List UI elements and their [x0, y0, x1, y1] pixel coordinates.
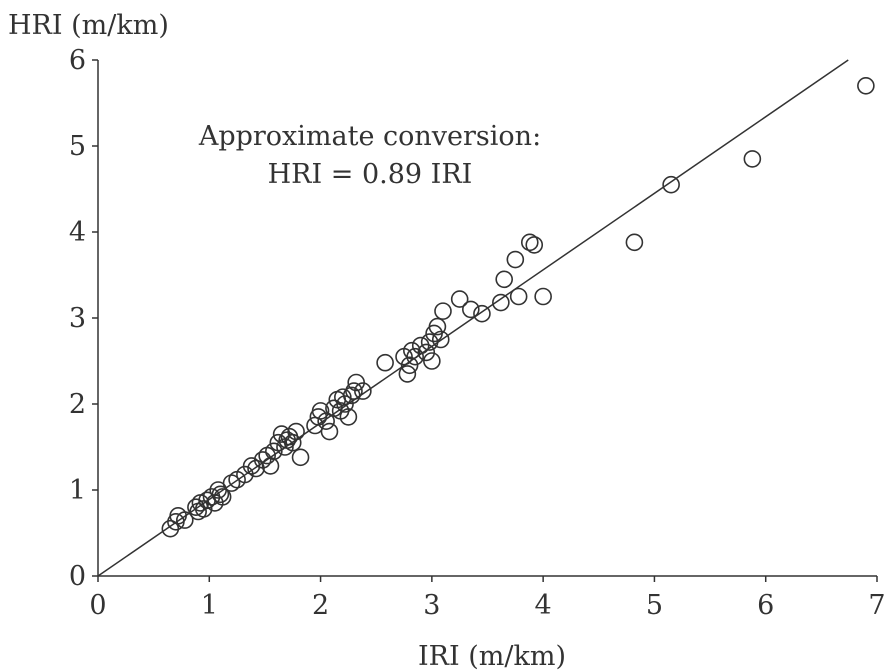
x-tick-label: 2	[312, 590, 329, 621]
x-axis-label: IRI (m/km)	[418, 641, 566, 671]
data-point	[272, 425, 291, 443]
fit-line	[97, 59, 849, 577]
data-point	[342, 386, 361, 405]
x-tick-label: 1	[201, 590, 218, 621]
data-point	[291, 448, 310, 467]
data-point	[428, 317, 447, 336]
data-point	[311, 402, 330, 420]
data-point	[423, 352, 441, 370]
data-point	[406, 347, 424, 366]
data-point	[283, 433, 302, 452]
data-point	[242, 457, 261, 475]
data-point	[213, 488, 232, 506]
data-point	[417, 343, 436, 362]
data-point	[473, 304, 491, 323]
data-point	[495, 270, 513, 289]
data-point	[743, 150, 762, 168]
annotation-line-1: Approximate conversion:	[198, 121, 541, 152]
data-points	[161, 77, 875, 538]
data-point	[450, 290, 469, 308]
y-axis-label: HRI (m/km)	[8, 10, 169, 41]
data-point	[625, 233, 644, 252]
y-tick-label: 3	[69, 303, 86, 334]
x-tick-label: 6	[757, 590, 774, 621]
data-point	[287, 422, 305, 441]
data-point	[857, 77, 875, 95]
x-tick-label: 7	[868, 590, 885, 621]
data-point	[492, 293, 510, 312]
y-tick-label: 5	[69, 131, 86, 162]
y-tick-label: 6	[69, 45, 86, 76]
y-tick-label: 2	[69, 389, 86, 420]
data-point	[339, 408, 358, 426]
data-point	[398, 365, 417, 383]
data-point	[509, 287, 528, 306]
y-tick-label: 1	[69, 475, 86, 506]
x-tick-label: 3	[423, 590, 440, 621]
data-point	[265, 442, 283, 461]
x-tick-label: 4	[535, 590, 552, 621]
annotation-line-2: HRI = 0.89 IRI	[268, 159, 473, 190]
data-point	[376, 353, 394, 372]
x-tick-label: 5	[646, 590, 663, 621]
data-point	[525, 236, 544, 254]
data-point	[306, 416, 324, 435]
axes: 0 1 2 3 4 5 6 0 1 2 3 4 5 6 7	[69, 45, 886, 621]
data-point	[211, 485, 230, 504]
data-point	[176, 511, 194, 529]
data-point	[506, 250, 525, 269]
fit-line-group	[97, 59, 849, 577]
data-point	[317, 412, 335, 431]
y-tick-label: 0	[69, 561, 86, 592]
data-point	[534, 287, 552, 306]
x-tick-label: 0	[89, 590, 106, 621]
data-point	[320, 422, 339, 441]
data-point	[400, 356, 419, 375]
data-point	[431, 330, 450, 349]
data-point	[334, 388, 352, 406]
y-tick-label: 4	[69, 217, 86, 248]
data-point	[462, 300, 480, 319]
data-point	[345, 382, 363, 400]
data-point	[662, 175, 680, 194]
data-point	[520, 233, 539, 252]
data-point	[354, 382, 372, 400]
data-point	[434, 302, 452, 320]
data-point	[222, 474, 241, 492]
data-point	[420, 333, 439, 351]
